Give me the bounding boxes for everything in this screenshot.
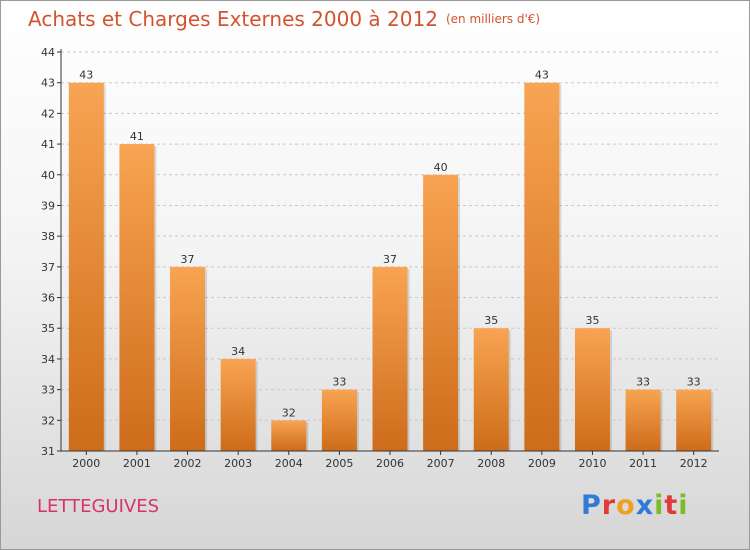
x-tick-label: 2005 <box>325 457 353 470</box>
y-axis-ticks: 31 32 33 34 35 36 37 38 39 40 41 42 43 44 <box>41 46 61 458</box>
data-label: 35 <box>585 314 599 327</box>
x-tick-label: 2007 <box>427 457 455 470</box>
data-label: 33 <box>332 376 346 389</box>
data-label: 32 <box>282 406 296 419</box>
bar <box>372 266 408 451</box>
x-tick-label: 2012 <box>680 457 708 470</box>
bar <box>574 328 610 451</box>
data-label: 37 <box>181 253 195 266</box>
y-tick-label: 35 <box>41 322 55 335</box>
x-tick-label: 2003 <box>224 457 252 470</box>
data-label: 43 <box>79 69 93 82</box>
chart-title-text: Achats et Charges Externes 2000 à 2012 <box>28 7 438 31</box>
y-tick-label: 42 <box>41 107 55 120</box>
data-label: 33 <box>636 376 650 389</box>
y-tick-label: 41 <box>41 138 55 151</box>
y-tick-label: 40 <box>41 169 55 182</box>
y-tick-label: 37 <box>41 261 55 274</box>
bar <box>119 144 155 452</box>
x-tick-label: 2006 <box>376 457 404 470</box>
bar <box>473 328 509 451</box>
y-tick-label: 39 <box>41 199 55 212</box>
x-tick-label: 2004 <box>275 457 303 470</box>
y-tick-label: 38 <box>41 230 55 243</box>
bar <box>68 82 104 451</box>
proxiti-logo: Proxiti <box>581 490 689 521</box>
data-label: 37 <box>383 253 397 266</box>
y-tick-label: 33 <box>41 384 55 397</box>
data-label: 43 <box>535 69 549 82</box>
bar <box>676 389 712 451</box>
commune-name: LETTEGUIVES <box>37 496 159 517</box>
data-label: 35 <box>484 314 498 327</box>
x-tick-label: 2000 <box>72 457 100 470</box>
y-tick-label: 32 <box>41 414 55 427</box>
y-tick-label: 36 <box>41 292 55 305</box>
y-tick-label: 43 <box>41 77 55 90</box>
x-tick-label: 2009 <box>528 457 556 470</box>
x-axis-ticks: 2000 2001 2002 2003 2004 2005 2006 2007 2008 2009… <box>72 451 708 470</box>
bar <box>625 389 661 451</box>
y-tick-label: 31 <box>41 445 55 458</box>
x-tick-label: 2001 <box>123 457 151 470</box>
x-tick-label: 2010 <box>578 457 606 470</box>
bar-series <box>68 82 714 452</box>
data-labels: 43 41 37 34 32 33 37 40 35 43 35 33 33 <box>79 69 700 420</box>
bar <box>220 358 256 451</box>
x-tick-label: 2011 <box>629 457 657 470</box>
bar <box>423 174 459 451</box>
data-label: 34 <box>231 345 245 358</box>
y-tick-label: 44 <box>41 46 55 59</box>
bar <box>321 389 357 451</box>
data-label: 33 <box>687 376 701 389</box>
x-tick-label: 2002 <box>174 457 202 470</box>
x-tick-label: 2008 <box>477 457 505 470</box>
y-tick-label: 34 <box>41 353 55 366</box>
data-label: 41 <box>130 130 144 143</box>
chart-unit: (en milliers d'€) <box>445 12 541 26</box>
data-label: 40 <box>434 161 448 174</box>
bar <box>170 266 206 451</box>
bar <box>524 82 560 451</box>
bar <box>271 420 307 451</box>
chart-title: Achats et Charges Externes 2000 à 2012 (e… <box>28 7 540 31</box>
